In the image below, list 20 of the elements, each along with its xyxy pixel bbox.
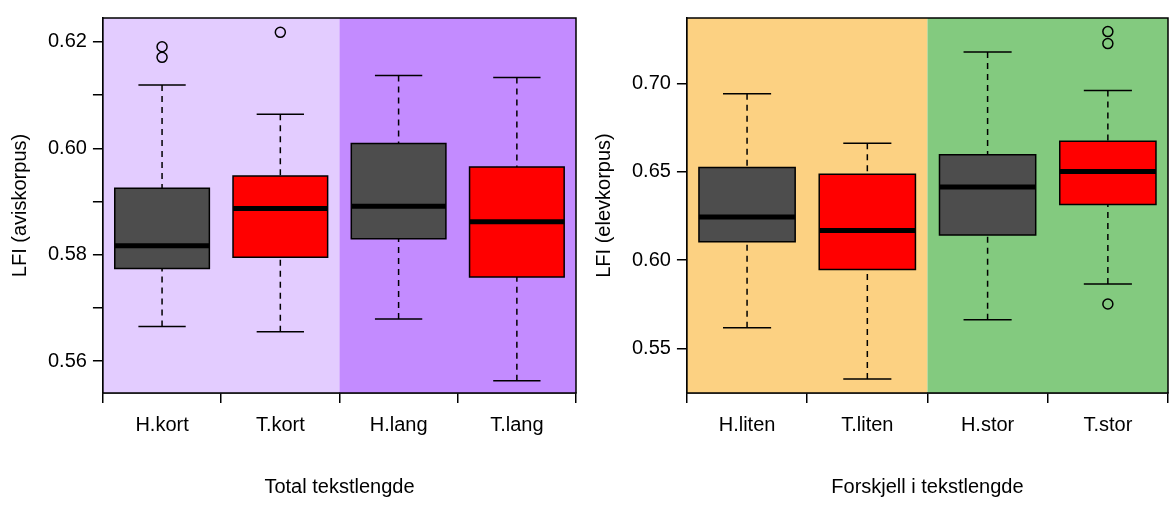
x-axis-title: Total tekstlengde — [264, 474, 415, 497]
y-tick-label: 0.60 — [47, 135, 87, 158]
y-axis-title: LFI (elevkorpus) — [591, 133, 614, 278]
y-tick-label: 0.62 — [47, 29, 87, 52]
y-tick-label: 0.60 — [631, 247, 671, 270]
x-tick-label: T.liten — [841, 412, 894, 435]
y-axis-title: LFI (aviskorpus) — [7, 133, 30, 278]
x-tick-label: T.kort — [255, 412, 306, 435]
y-tick-label: 0.55 — [631, 335, 671, 358]
y-tick-label: 0.70 — [631, 71, 671, 94]
x-tick-label: H.stor — [960, 412, 1015, 435]
x-tick-label: T.stor — [1083, 412, 1133, 435]
y-tick-label: 0.56 — [47, 348, 87, 371]
x-tick-label: T.lang — [490, 412, 544, 435]
y-tick-label: 0.58 — [47, 242, 87, 265]
x-tick-label: H.lang — [369, 412, 428, 435]
x-tick-label: H.kort — [135, 412, 190, 435]
x-tick-label: H.liten — [718, 412, 776, 435]
y-tick-label: 0.65 — [631, 159, 671, 182]
x-axis-title: Forskjell i tekstlengde — [831, 474, 1024, 497]
